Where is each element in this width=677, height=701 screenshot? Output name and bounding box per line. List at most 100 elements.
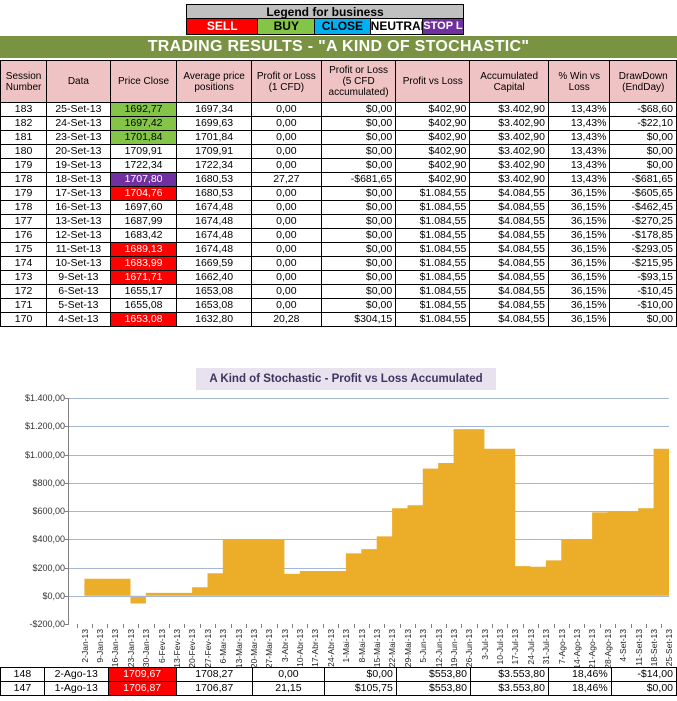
table-row: 147 1-Ago-13 1706,87 1706,87 21,15 $105,75 $55…: [0, 681, 677, 696]
cell-price-close: 1722,34: [109, 158, 178, 173]
cell-date: 4-Set-13: [46, 312, 111, 327]
x-axis-label: 3-Abr-13: [279, 629, 290, 663]
cell-session-number: 174: [0, 256, 48, 271]
cell-accum-capital: $4.084,55: [469, 270, 549, 285]
x-axis-label: 31-Jul-13: [541, 629, 552, 665]
cell-session-number: 176: [0, 228, 48, 243]
cell-win-vs-loss: 36,15%: [547, 242, 611, 257]
cell-win-vs-loss: 13,43%: [547, 172, 611, 187]
cell-accum-capital: $4.084,55: [469, 228, 549, 243]
cell-pl-1cfd: 0,00: [250, 256, 322, 271]
cell-average-price: 1674,48: [176, 200, 252, 215]
cell-drawdown: -$462,45: [609, 200, 677, 215]
x-axis-label: 28-Ago-13: [602, 629, 613, 669]
x-axis-label: 20-Mar-13: [248, 629, 259, 669]
cell-pl-1cfd: 0,00: [250, 144, 322, 159]
cell-price-close: 1653,08: [109, 312, 178, 327]
cell-pl-1cfd: 0,00: [250, 242, 322, 257]
cell-session-number: 182: [0, 116, 48, 131]
cell-average-price: 1680,53: [176, 186, 252, 201]
cell-accum-capital: $4.084,55: [469, 242, 549, 257]
cell-pl-5cfd: $0,00: [320, 158, 397, 173]
x-axis-label: 10-Abr-13: [295, 629, 306, 667]
cell-average-price: 1674,48: [176, 228, 252, 243]
x-axis-tick: [507, 624, 509, 628]
legend-title: Legend for business: [186, 4, 464, 19]
cell-accum-capital: $4.084,55: [469, 200, 549, 215]
cell-price-close: 1687,99: [109, 214, 178, 229]
cell-win-vs-loss: 36,15%: [547, 186, 611, 201]
x-axis-tick: [599, 624, 601, 628]
cell-pl-5cfd: $304,15: [320, 312, 397, 327]
cell-drawdown: -$605,65: [609, 186, 677, 201]
cell-accum-capital: $3.402,90: [469, 172, 549, 187]
table-row: 178 18-Set-13 1707,80 1680,53 27,27 -$681,65 $…: [0, 172, 677, 187]
col-drawdown: DrawDown (EndDay): [609, 60, 677, 103]
legend-cells: SELL BUY CLOSE NEUTRAL STOP LOSS: [186, 19, 464, 35]
x-axis-label: 19-Jun-13: [448, 629, 459, 668]
cell-price-close: 1671,71: [109, 270, 178, 285]
trading-results-table: Session Number Data Price Close Average …: [0, 60, 677, 327]
x-axis-tick: [522, 624, 524, 628]
x-axis-tick: [476, 624, 478, 628]
chart-gridline: [69, 398, 669, 399]
col-session-number: Session Number: [0, 60, 48, 103]
cell-date: 1-Ago-13: [43, 681, 109, 696]
cell-pl-1cfd: 0,00: [250, 200, 322, 215]
x-axis-label: 5-Jun-13: [418, 629, 429, 663]
cell-pl-1cfd: 0,00: [250, 186, 322, 201]
table-row: 179 17-Set-13 1704,76 1680,53 0,00 $0,00 $1.08…: [0, 186, 677, 201]
cell-date: 2-Ago-13: [43, 667, 109, 682]
cell-profit-vs-loss: $1.084,55: [395, 284, 471, 299]
x-axis-tick: [230, 624, 232, 628]
cell-profit-vs-loss: $1.084,55: [395, 242, 471, 257]
cell-win-vs-loss: 36,15%: [547, 214, 611, 229]
cell-price-close: 1701,84: [109, 130, 178, 145]
x-axis-label: 24-Abr-13: [325, 629, 336, 667]
chart-gridline: [69, 482, 669, 484]
y-axis-tick: [65, 482, 69, 484]
cell-average-price: 1674,48: [176, 242, 252, 257]
cell-pl-5cfd: $0,00: [320, 130, 397, 145]
cell-price-close: 1704,76: [109, 186, 178, 201]
y-axis-label: $800,00: [32, 477, 65, 488]
cell-session-number: 175: [0, 242, 48, 257]
chart-gridline: [69, 539, 669, 541]
cell-pl-5cfd: $0,00: [320, 256, 397, 271]
cell-profit-vs-loss: $1.084,55: [395, 298, 471, 313]
x-axis-label: 18-Set-13: [648, 629, 659, 667]
cell-drawdown: -$14,00: [610, 667, 677, 682]
x-axis-label: 27-Fev-13: [202, 629, 213, 668]
x-axis-label: 27-Mar-13: [264, 629, 275, 669]
x-axis-tick: [169, 624, 170, 628]
x-axis-label: 2-Jan-13: [79, 629, 90, 663]
cell-price-close: 1709,67: [107, 667, 177, 682]
cell-date: 24-Set-13: [46, 116, 111, 131]
cell-average-price: 1708,27: [175, 667, 253, 682]
cell-win-vs-loss: 36,15%: [547, 270, 611, 285]
cell-win-vs-loss: 36,15%: [547, 256, 611, 271]
cell-pl-5cfd: $105,75: [324, 681, 397, 696]
cell-accum-capital: $4.084,55: [469, 312, 549, 327]
cell-session-number: 177: [0, 214, 48, 229]
cell-price-close: 1697,42: [109, 116, 178, 131]
x-axis-label: 3-Jul-13: [479, 629, 490, 660]
cell-session-number: 179: [0, 186, 48, 201]
cell-win-vs-loss: 36,15%: [547, 284, 611, 299]
cell-session-number: 179: [0, 158, 48, 173]
cell-session-number: 172: [0, 284, 48, 299]
cell-session-number: 181: [0, 130, 48, 145]
cell-pl-1cfd: 0,00: [250, 228, 322, 243]
x-axis-tick: [122, 624, 124, 628]
x-axis-tick: [445, 624, 447, 628]
cell-pl-1cfd: 0,00: [250, 284, 322, 299]
x-axis-label: 26-Jun-13: [464, 629, 475, 668]
y-axis-label: $1.000,00: [24, 449, 65, 460]
cell-accum-capital: $3.553,80: [469, 681, 549, 696]
x-axis-label: 17-Abr-13: [310, 629, 321, 667]
x-axis-label: 4-Set-13: [618, 629, 629, 662]
cell-average-price: 1680,53: [176, 172, 252, 187]
y-axis-tick: [65, 539, 69, 541]
x-axis-label: 29-Mai-13: [402, 629, 413, 668]
